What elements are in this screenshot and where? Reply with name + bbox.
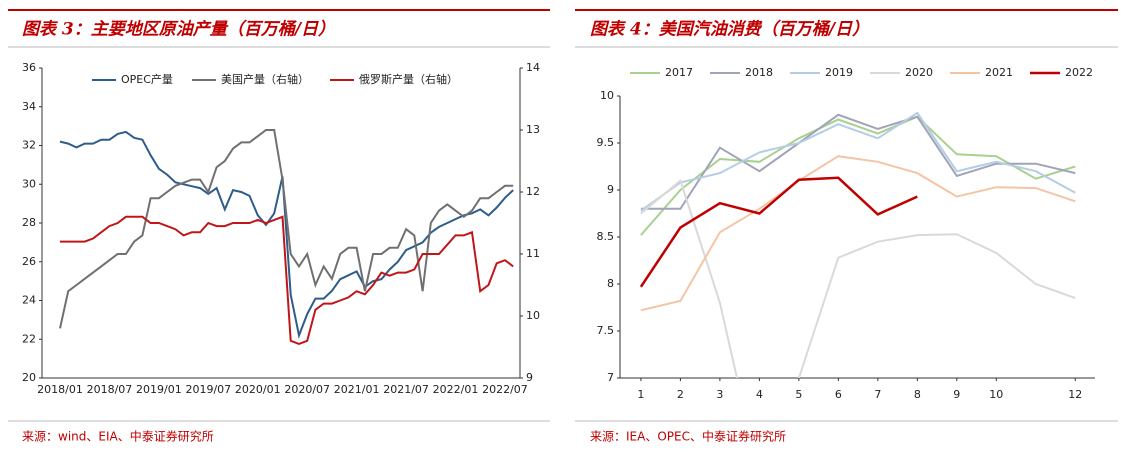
x-tick-label: 7 <box>874 388 881 401</box>
y2-tick-label: 10 <box>526 309 540 322</box>
x-tick-label: 9 <box>953 388 960 401</box>
y-tick-label: 22 <box>22 332 36 345</box>
x-tick-label: 1 <box>637 388 644 401</box>
source: 来源：IEA、OPEC、中泰证券研究所 <box>590 429 786 444</box>
series-line <box>60 215 514 345</box>
x-tick-label: 2022/01 <box>433 383 479 396</box>
source: 来源：wind、EIA、中泰证券研究所 <box>22 429 214 444</box>
y-tick-label: 7 <box>607 371 614 384</box>
x-tick-label: 8 <box>914 388 921 401</box>
y-tick-label: 8.5 <box>597 230 615 243</box>
x-tick-label: 2020/07 <box>284 383 330 396</box>
legend-label: 2019 <box>825 66 853 79</box>
legend-label: 2022 <box>1065 66 1093 79</box>
series-line <box>640 115 1076 236</box>
legend-label: 2021 <box>985 66 1013 79</box>
chart-title: 图表 4：美国汽油消费（百万桶/日） <box>590 20 869 40</box>
series-line <box>640 155 1076 312</box>
y-tick-label: 10 <box>600 89 614 102</box>
x-tick-label: 2021/01 <box>334 383 380 396</box>
x-tick-label: 2019/07 <box>185 383 231 396</box>
x-tick-label: 4 <box>756 388 763 401</box>
x-tick-label: 2019/01 <box>136 383 182 396</box>
series-line <box>640 178 1076 378</box>
x-tick-label: 10 <box>989 388 1003 401</box>
y-tick-label: 28 <box>22 216 36 229</box>
x-tick-label: 2 <box>677 388 684 401</box>
x-tick-label: 12 <box>1068 388 1082 401</box>
x-tick-label: 5 <box>795 388 802 401</box>
y-tick-label: 36 <box>22 61 36 74</box>
x-tick-label: 2020/01 <box>235 383 281 396</box>
chart-title: 图表 3：主要地区原油产量（百万桶/日） <box>22 20 335 40</box>
y-tick-label: 7.5 <box>597 324 615 337</box>
legend-label: 2018 <box>745 66 773 79</box>
y-tick-label: 9.5 <box>597 136 615 149</box>
legend-label: 美国产量（右轴） <box>221 72 309 86</box>
y2-tick-label: 11 <box>526 247 540 260</box>
y-tick-label: 9 <box>607 183 614 196</box>
x-tick-label: 3 <box>716 388 723 401</box>
y2-tick-label: 9 <box>526 371 533 384</box>
series-line <box>59 129 514 329</box>
x-tick-label: 2021/07 <box>383 383 429 396</box>
legend-label: 俄罗斯产量（右轴） <box>359 72 458 86</box>
y-tick-label: 32 <box>22 139 36 152</box>
legend-label: OPEC产量 <box>121 72 173 86</box>
series-line <box>640 111 1076 212</box>
legend-label: 2020 <box>905 66 933 79</box>
y-tick-label: 20 <box>22 371 36 384</box>
series-line <box>59 130 514 339</box>
y2-tick-label: 12 <box>526 185 540 198</box>
y-tick-label: 24 <box>22 294 36 307</box>
x-tick-label: 2018/07 <box>87 383 133 396</box>
y2-tick-label: 13 <box>526 123 540 136</box>
legend-label: 2017 <box>665 66 693 79</box>
y2-tick-label: 14 <box>526 61 540 74</box>
x-tick-label: 6 <box>835 388 842 401</box>
y-tick-label: 34 <box>22 100 36 113</box>
x-tick-label: 2018/01 <box>37 383 83 396</box>
series-line <box>639 176 918 288</box>
y-tick-label: 8 <box>607 277 614 290</box>
y-tick-label: 26 <box>22 255 36 268</box>
x-tick-label: 2022/07 <box>482 383 528 396</box>
y-tick-label: 30 <box>22 177 36 190</box>
